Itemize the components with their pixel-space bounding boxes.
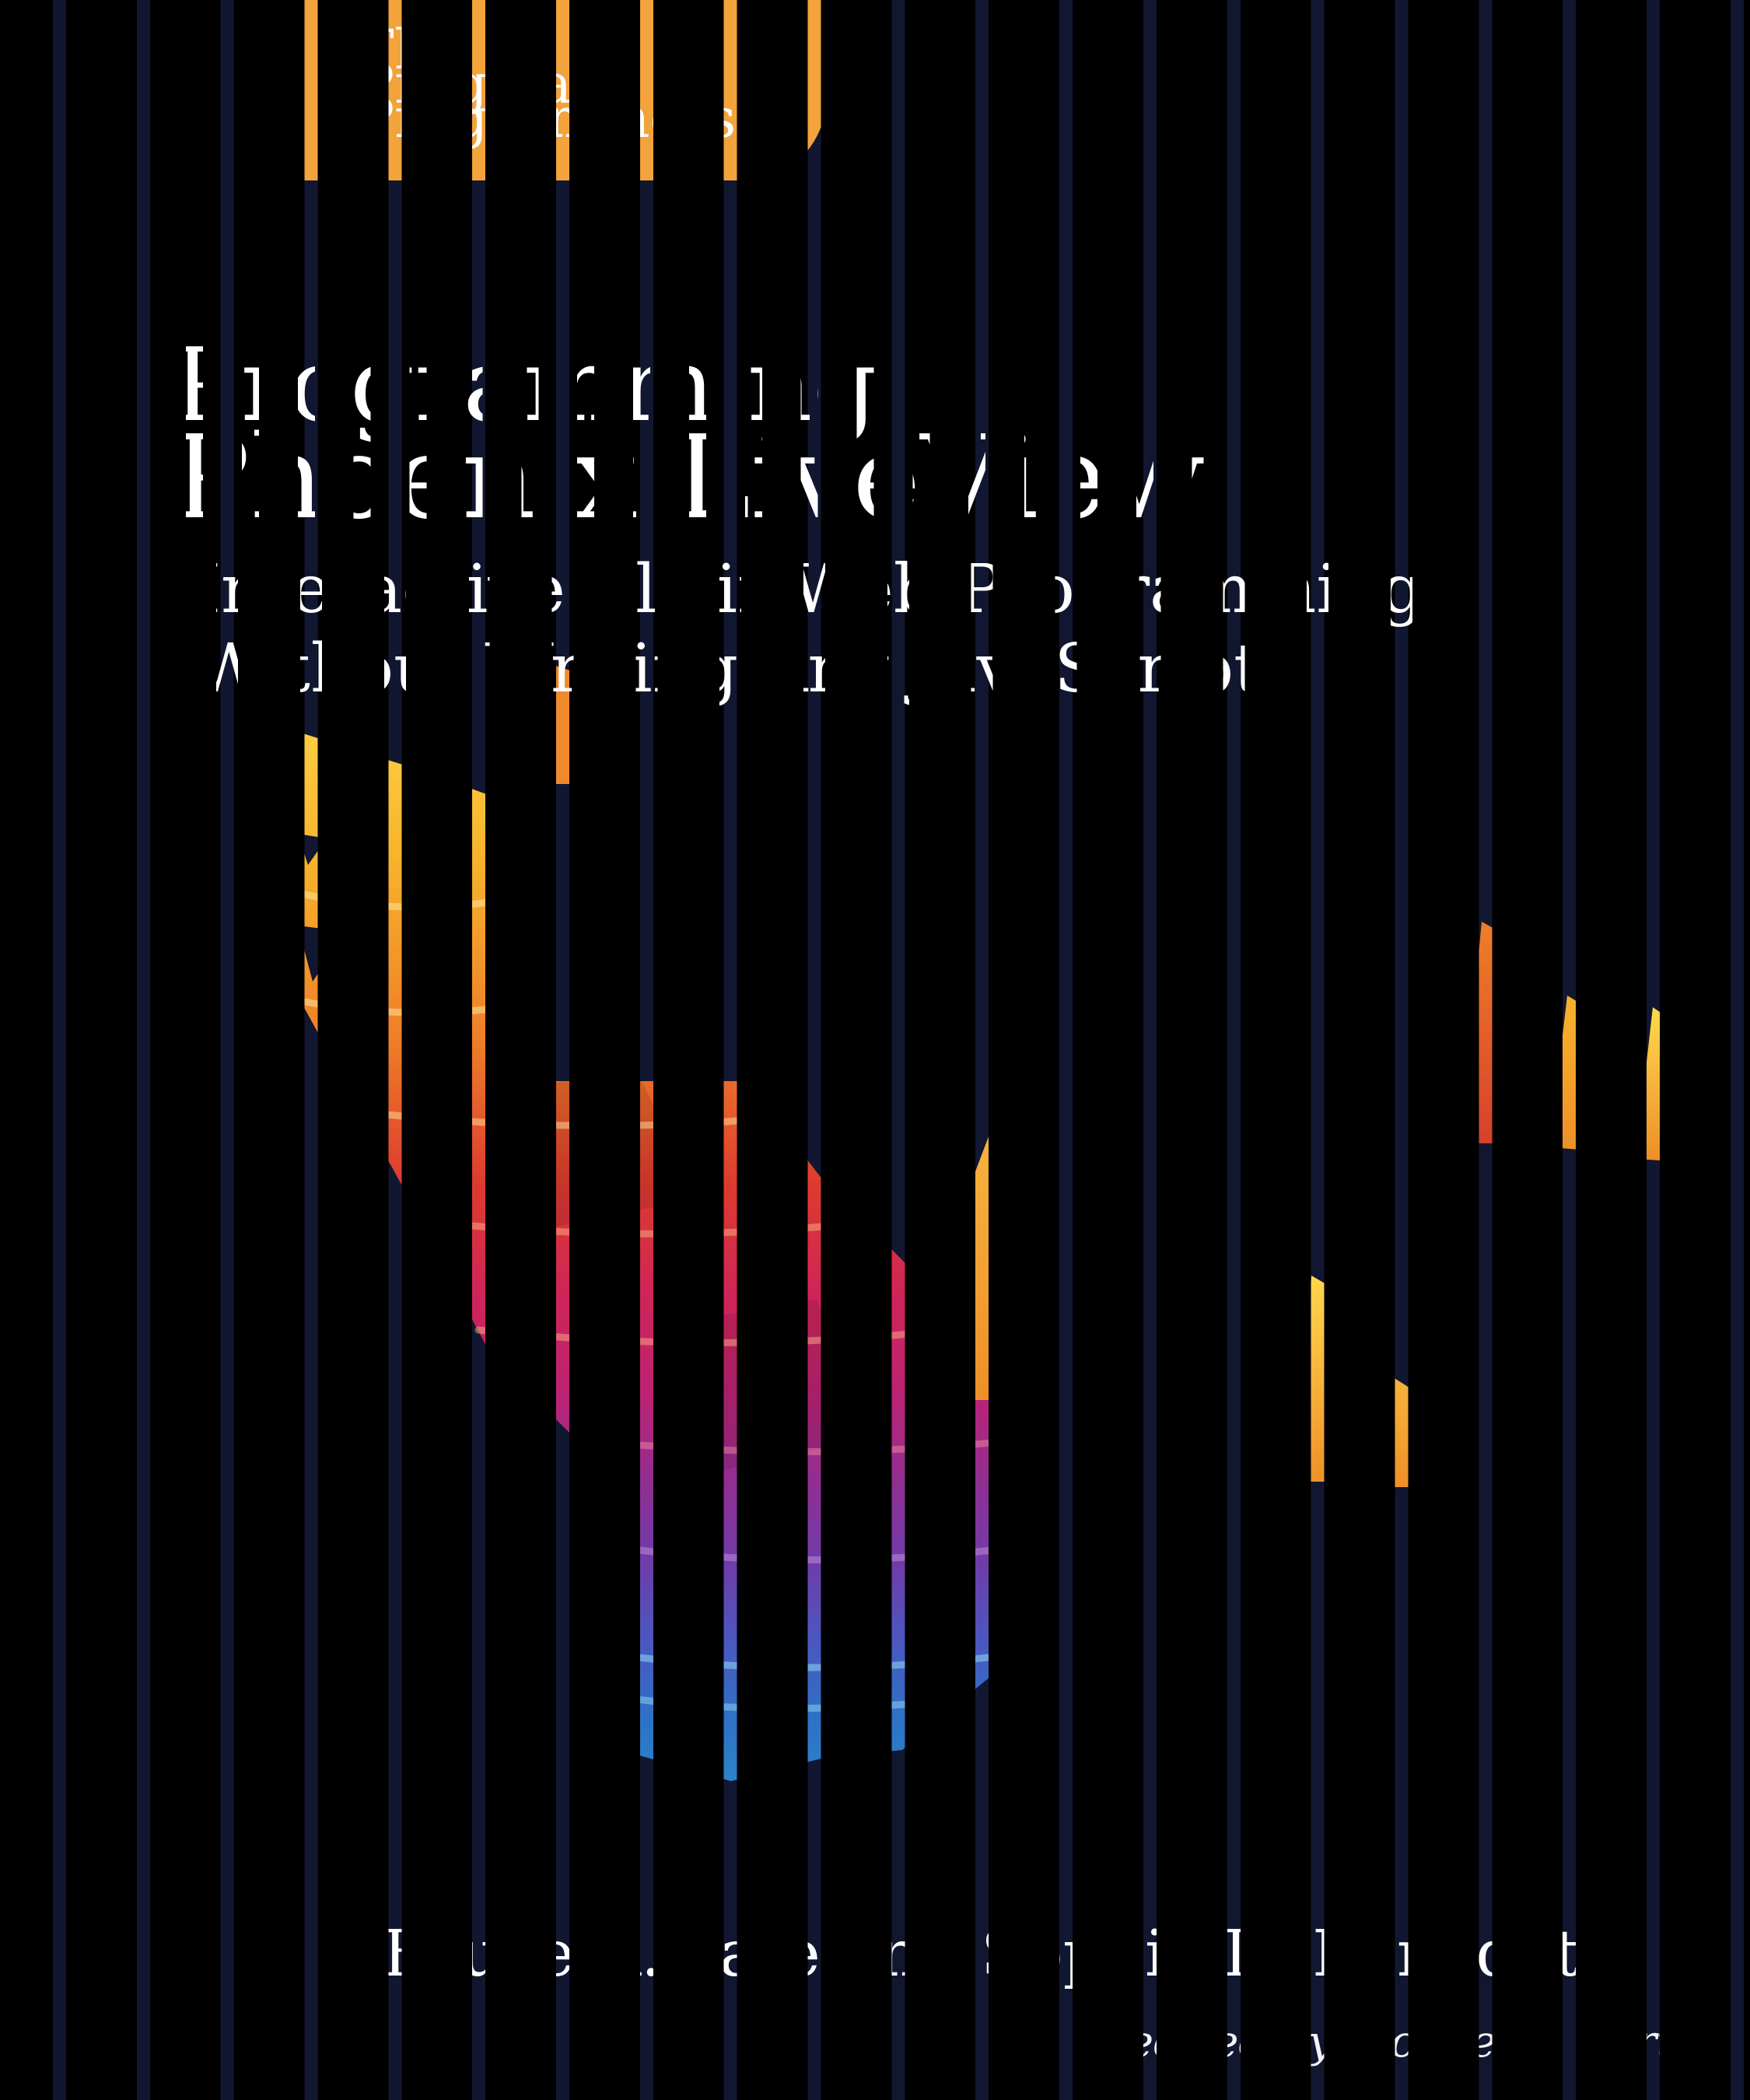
neck-feather-2: [1383, 1378, 1414, 1487]
wing-notch-1: [298, 834, 327, 865]
publisher-name-line3: Programmers: [358, 86, 737, 150]
crest-feather-2: [1549, 996, 1587, 1150]
neck-feather-1: [1300, 1276, 1334, 1482]
publisher-name-line1: The: [358, 18, 462, 82]
feather-highlights: [301, 891, 1003, 1712]
publisher-name-line2: Pragmatic: [358, 52, 642, 116]
editor-credit: edited by Jacquelyn Carter: [1128, 2017, 1721, 2067]
crest-feather-3: [1636, 1007, 1670, 1160]
publisher-logo-box: [264, 0, 826, 180]
subtitle-line2: Without Writing Any JavaScript: [194, 630, 1261, 708]
tuft-feather: [538, 666, 600, 784]
wing-facet-2: [684, 1299, 871, 1470]
wing-notch-2: [298, 926, 346, 982]
title-line2: Phoenix LiveView: [173, 411, 1206, 544]
authors: Bruce A. Tate and Sophie DeBenedetto: [383, 1917, 1644, 1991]
subtitle-line1: Interactive Elixir Web Programming: [194, 551, 1424, 628]
wing-facet-1: [498, 1073, 700, 1229]
crest-feather-1: [1461, 922, 1503, 1143]
wing-fan: [296, 731, 1003, 1781]
title-line1: Programming: [173, 326, 877, 444]
head-feather: [922, 1114, 1046, 1400]
